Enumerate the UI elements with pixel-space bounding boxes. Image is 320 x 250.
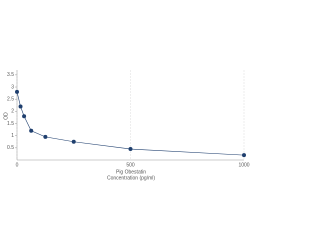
data-point [22, 114, 27, 119]
y-tick-label: 2 [11, 109, 14, 115]
y-axis-label: OD [3, 112, 9, 120]
y-tick-label: 2.5 [7, 97, 14, 103]
data-point [242, 153, 246, 158]
data-point [43, 134, 48, 139]
data-point [29, 128, 34, 133]
y-tick-label: 3 [11, 84, 14, 90]
data-point [71, 139, 76, 144]
x-axis-label: Pig Obestatin [116, 169, 146, 175]
y-tick-label: 1 [11, 133, 14, 139]
data-point [18, 104, 23, 109]
x-axis-label: Concentration (pg/ml) [107, 175, 155, 181]
y-tick-label: 1.5 [7, 121, 14, 127]
x-tick-label: 0 [16, 162, 19, 168]
x-tick-label: 1000 [238, 162, 249, 168]
chart: OD Pig Obestatin Concentration (pg/ml) 0… [3, 70, 250, 181]
data-point [128, 147, 133, 152]
y-tick-label: 0.5 [7, 145, 14, 151]
x-tick-label: 500 [126, 162, 135, 168]
data-point [15, 89, 19, 94]
y-tick-label: 3.5 [7, 72, 14, 78]
